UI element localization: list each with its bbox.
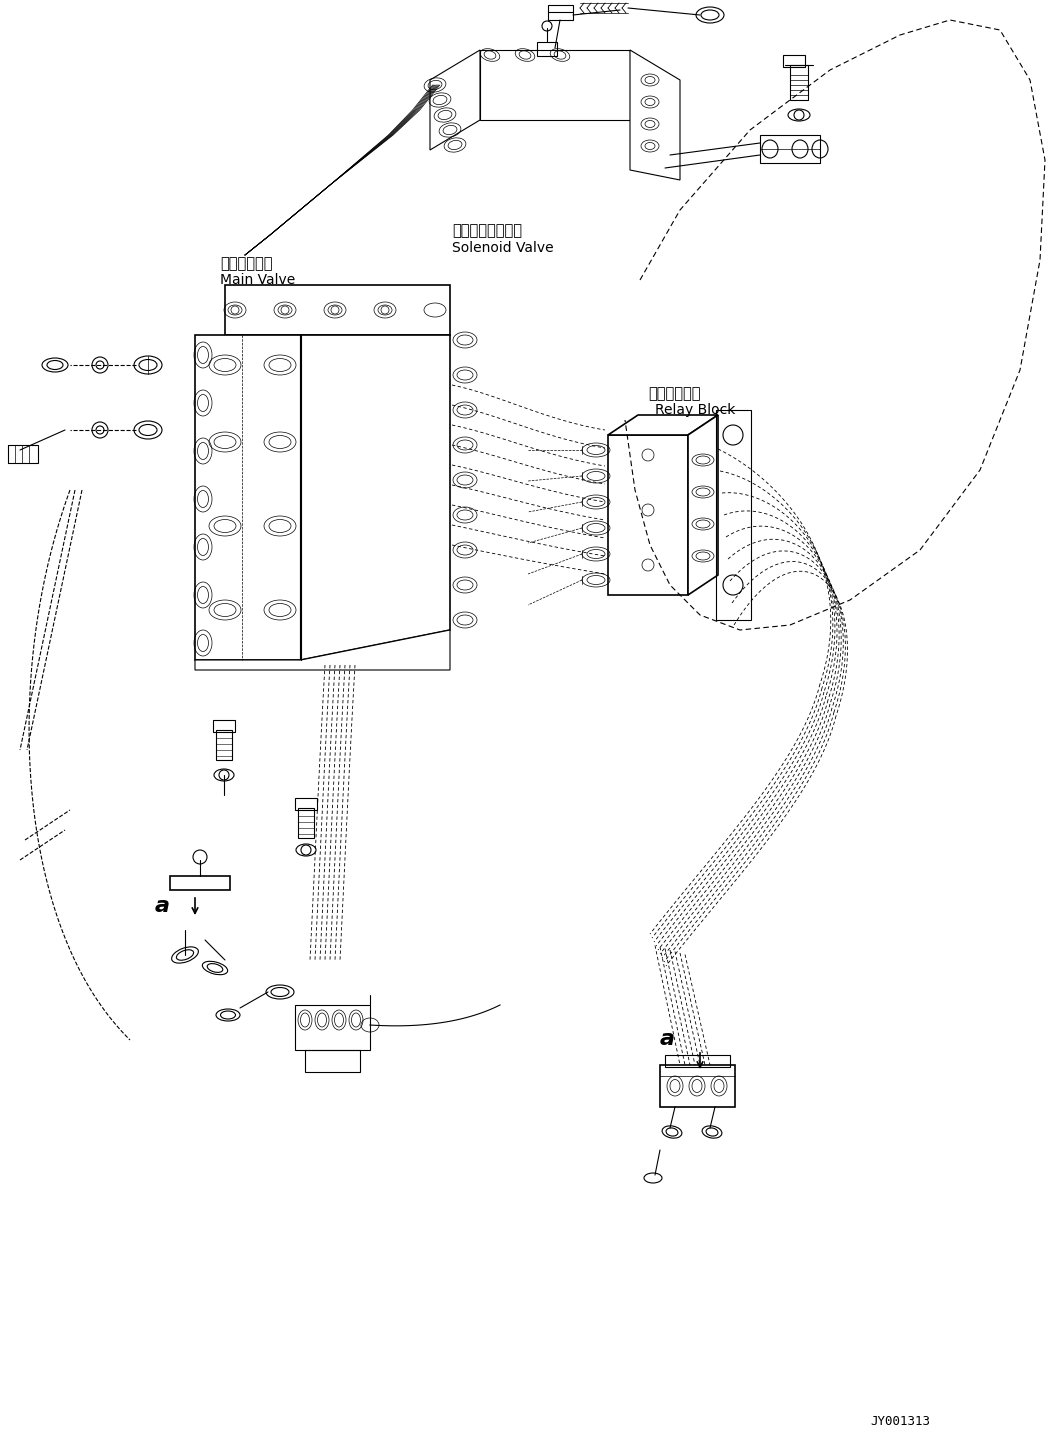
Text: a: a bbox=[155, 896, 170, 916]
Polygon shape bbox=[630, 50, 680, 180]
Bar bbox=[170, 876, 230, 891]
Polygon shape bbox=[688, 415, 718, 595]
Text: Solenoid Valve: Solenoid Valve bbox=[452, 241, 554, 255]
Bar bbox=[537, 42, 557, 56]
Text: JY001313: JY001313 bbox=[870, 1415, 930, 1428]
Polygon shape bbox=[225, 285, 450, 334]
Bar bbox=[305, 1050, 360, 1072]
Polygon shape bbox=[195, 334, 301, 660]
Polygon shape bbox=[608, 415, 718, 435]
Polygon shape bbox=[480, 50, 630, 120]
Bar bbox=[298, 808, 314, 839]
Polygon shape bbox=[301, 334, 450, 660]
Text: 中継ブロック: 中継ブロック bbox=[648, 386, 700, 401]
Polygon shape bbox=[195, 630, 450, 670]
Bar bbox=[295, 798, 317, 810]
Polygon shape bbox=[430, 50, 480, 150]
Bar bbox=[783, 55, 804, 66]
Text: Relay Block: Relay Block bbox=[655, 403, 735, 416]
Bar bbox=[716, 411, 751, 620]
Bar bbox=[760, 135, 820, 163]
Bar bbox=[665, 1055, 730, 1066]
Polygon shape bbox=[608, 435, 688, 595]
Bar bbox=[295, 1004, 370, 1050]
Text: a: a bbox=[660, 1029, 675, 1049]
Bar bbox=[790, 65, 808, 99]
Bar bbox=[213, 720, 235, 732]
Text: ソレノイドバルブ: ソレノイドバルブ bbox=[452, 223, 522, 238]
Bar bbox=[8, 445, 38, 463]
Bar bbox=[660, 1065, 735, 1107]
Text: メインバルブ: メインバルブ bbox=[220, 256, 273, 271]
Bar bbox=[548, 4, 573, 20]
Text: Main Valve: Main Valve bbox=[220, 272, 295, 287]
Bar bbox=[216, 731, 232, 759]
